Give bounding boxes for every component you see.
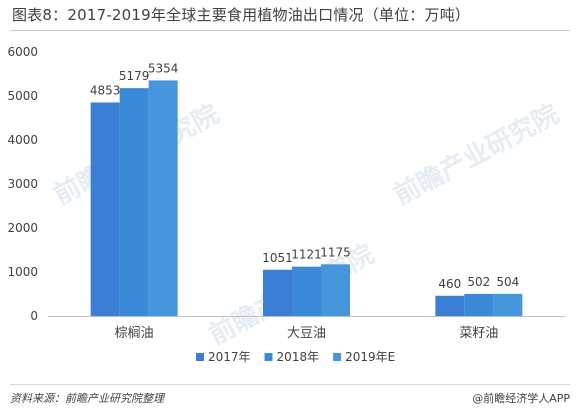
bar — [263, 269, 292, 316]
data-label: 1121 — [291, 248, 322, 262]
bar — [119, 88, 149, 317]
footer-divider — [10, 384, 570, 385]
bar — [464, 293, 494, 316]
x-axis: 棕榈油 大豆油 菜籽油 — [48, 316, 565, 341]
y-tick-label: 2000 — [7, 221, 38, 235]
data-label: 504 — [496, 275, 519, 289]
watermark-text: 前瞻产业研究院 — [389, 98, 564, 211]
data-label: 4853 — [90, 83, 121, 97]
legend-swatch — [196, 353, 204, 361]
y-tick-label: 1000 — [7, 265, 38, 279]
bar — [292, 266, 321, 316]
bar — [493, 293, 523, 316]
data-label: 460 — [438, 277, 461, 291]
legend-label: 2017年 — [208, 350, 251, 364]
x-tick-label: 大豆油 — [287, 326, 326, 341]
legend: 2017年 2018年 2019年E — [196, 350, 395, 364]
data-label: 1175 — [320, 245, 351, 259]
y-tick-label: 4000 — [7, 133, 38, 147]
data-label: 5354 — [148, 61, 179, 75]
data-label: 5179 — [119, 69, 150, 83]
bar — [435, 295, 465, 316]
y-tick-label: 5000 — [7, 89, 38, 103]
data-label: 1051 — [262, 251, 293, 265]
y-tick-label: 6000 — [7, 45, 38, 59]
y-tick-label: 3000 — [7, 177, 38, 191]
legend-swatch — [333, 353, 342, 361]
bar — [148, 80, 178, 316]
legend-label: 2019年E — [345, 350, 395, 364]
x-tick-label: 棕榈油 — [115, 326, 154, 341]
legend-label: 2018年 — [277, 350, 320, 364]
brand-credit: @前瞻经济学人APP — [472, 392, 570, 405]
bar — [90, 102, 120, 316]
x-tick-label: 菜籽油 — [459, 326, 498, 341]
bars-layer — [90, 80, 523, 317]
chart-title: 图表8：2017-2019年全球主要食用植物油出口情况（单位：万吨） — [12, 6, 471, 24]
data-label: 502 — [467, 275, 490, 289]
bar — [321, 264, 350, 316]
title-divider — [10, 30, 570, 31]
legend-swatch — [264, 353, 273, 361]
source-note: 资料来源：前瞻产业研究院整理 — [10, 392, 164, 405]
y-axis: 0 1000 2000 3000 4000 5000 6000 — [7, 45, 38, 323]
y-tick-label: 0 — [30, 309, 38, 323]
